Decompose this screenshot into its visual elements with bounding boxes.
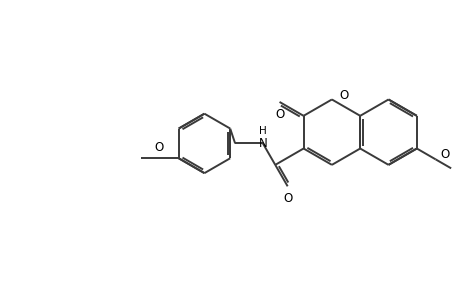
Text: O: O [274, 108, 284, 121]
Text: O: O [282, 192, 291, 205]
Text: O: O [154, 141, 163, 154]
Text: H: H [258, 127, 266, 136]
Text: N: N [258, 137, 267, 150]
Text: O: O [339, 89, 348, 102]
Text: O: O [440, 148, 449, 161]
